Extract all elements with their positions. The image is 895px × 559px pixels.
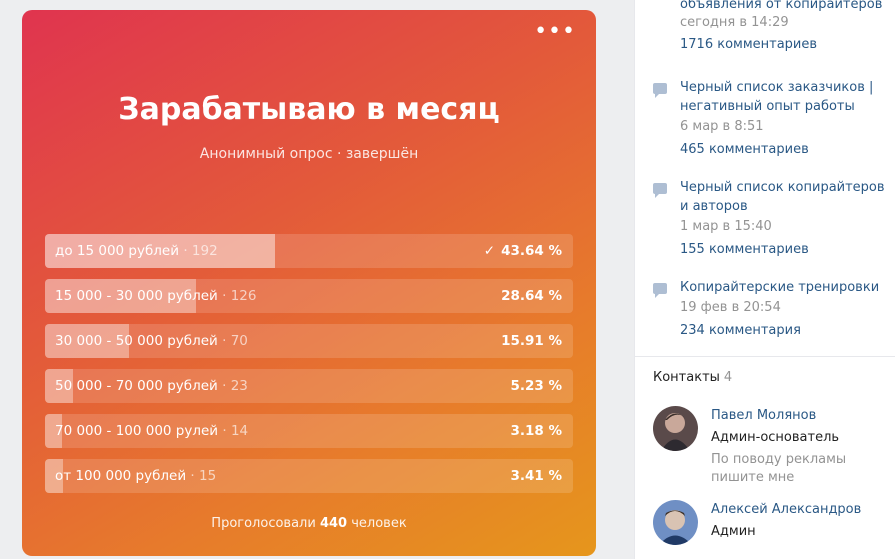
topic-date: 1 мар в 15:40 [680,219,772,234]
check-icon: ✓ [483,243,496,259]
poll-option-percent: 3.18 % [510,423,562,439]
poll-option-percent: 15.91 % [501,333,562,349]
contact-role: Админ [711,524,756,539]
contact-role: Админ-основатель [711,430,840,445]
poll-option-percent: 43.64 % [501,243,562,259]
contact-name[interactable]: Павел Молянов [711,408,817,423]
topic-title[interactable]: Копирайтерские тренировки [680,280,880,295]
poll-option-label: 70 000 - 100 000 рулей [55,423,219,439]
poll-subtitle: Анонимный опрос · завершён [199,146,419,162]
poll-option-percent: 5.23 % [510,378,562,394]
poll-option-fill [45,459,63,493]
poll-option[interactable]: 30 000 - 50 000 рублей · 70 15.91 % [45,324,573,358]
topic-date: 6 мар в 8:51 [680,119,764,134]
poll-option-label: до 15 000 рублей [55,243,180,259]
topic-comments-link[interactable]: 465 комментариев [680,142,809,157]
poll-title: Зарабатываю в месяц [118,92,500,127]
topic-comments-link[interactable]: 234 комментария [680,323,801,338]
poll-option-fill [45,234,276,268]
poll-option-count: · 15 [190,468,217,484]
contacts-count: 4 [723,370,733,385]
topic-comments-link[interactable]: 155 комментариев [680,242,809,257]
poll-option-percent: 3.41 % [510,468,562,484]
contacts-title: Контакты [653,370,720,385]
poll-option-percent: 28.64 % [501,288,562,304]
comment-icon [653,83,667,98]
poll-option-label: 50 000 - 70 000 рублей [55,378,218,394]
contact-name[interactable]: Алексей Александров [711,502,862,517]
poll-option[interactable]: до 15 000 рублей · 192 ✓ 43.64 % [45,234,573,268]
avatar[interactable] [653,500,698,545]
poll-option-fill [45,324,129,358]
sidebar: объявления от копирайтеров сегодня в 14:… [634,0,895,559]
comment-icon [653,183,667,198]
topic-date: 19 фев в 20:54 [680,300,781,315]
topic-date: сегодня в 14:29 [680,15,789,30]
poll-total-prefix: Проголосовали [211,516,316,531]
poll-option-fill [45,414,62,448]
poll-total-count: 440 [319,516,348,531]
divider [635,356,895,357]
poll-option-count: · 23 [222,378,248,394]
poll-total: Проголосовали 440 человек [22,516,596,531]
poll-option-count: · 192 [183,243,218,259]
poll-option-count: · 14 [222,423,249,439]
more-options-icon[interactable]: ••• [534,19,576,44]
poll-option-fill [45,369,73,403]
poll-option-label: 15 000 - 30 000 рублей [55,288,218,304]
poll-option-count: · 126 [222,288,257,304]
poll-card: ••• Зарабатываю в месяц Анонимный опрос … [22,10,596,556]
poll-options: до 15 000 рублей · 192 ✓ 43.64 % 15 000 -… [45,234,573,504]
contacts-header[interactable]: Контакты 4 [653,370,732,385]
poll-option[interactable]: 50 000 - 70 000 рублей · 23 5.23 % [45,369,573,403]
contact-note: По поводу рекламы пишите мне [711,452,847,485]
poll-option-fill [45,279,197,313]
comment-icon [653,283,667,298]
topic-title[interactable]: Черный список заказчиков | негативный оп… [680,80,874,114]
poll-option-label: от 100 000 рублей [55,468,187,484]
poll-option-count: · 70 [222,333,248,349]
avatar[interactable] [653,406,698,451]
poll-total-suffix: человек [351,516,407,531]
topic-comments-link[interactable]: 1716 комментариев [680,37,818,52]
topic-title[interactable]: объявления от копирайтеров [680,0,883,12]
poll-option[interactable]: от 100 000 рублей · 15 3.41 % [45,459,573,493]
poll-option-label: 30 000 - 50 000 рублей [55,333,218,349]
poll-option[interactable]: 15 000 - 30 000 рублей · 126 28.64 % [45,279,573,313]
poll-option[interactable]: 70 000 - 100 000 рулей · 14 3.18 % [45,414,573,448]
topic-title[interactable]: Черный список копирайтеров и авторов [680,180,885,214]
